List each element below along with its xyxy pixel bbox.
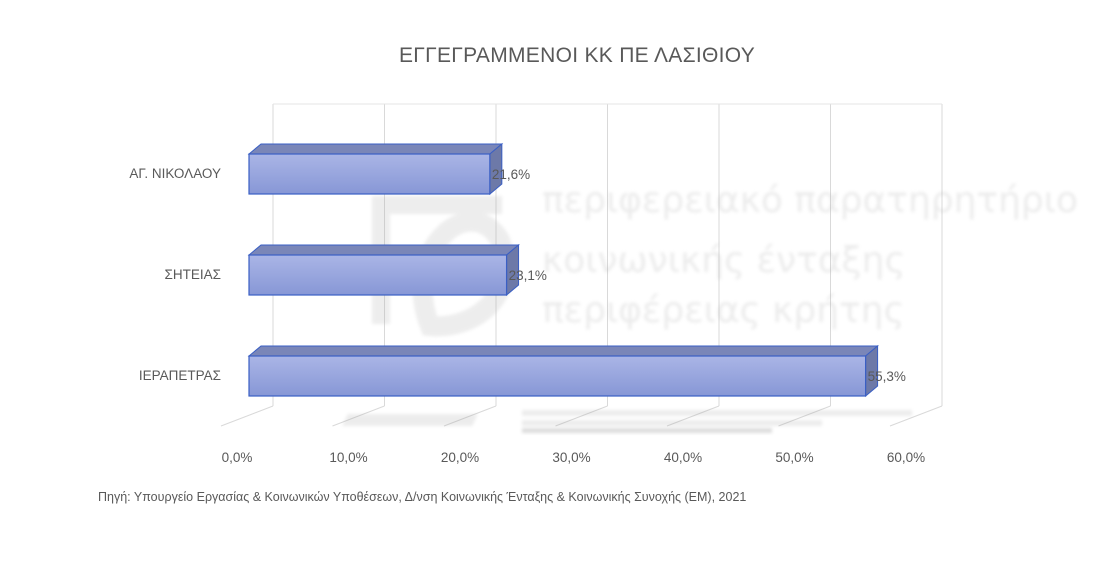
floor-gridline: [220, 405, 274, 427]
chart-title: ΕΓΓΕΓΡΑΜΜΕΝΟΙ ΚΚ ΠΕ ΛΑΣΙΘΙΟΥ: [398, 44, 756, 67]
bar-front-face: [248, 254, 508, 296]
bars: [247, 142, 879, 398]
floor-gridline: [889, 405, 943, 427]
floor-reflection-logo: [342, 410, 912, 433]
bar-top-face: [247, 345, 879, 357]
x-tick-label: 60,0%: [887, 450, 925, 465]
y-axis-categories: ΑΓ. ΝΙΚΟΛΑΟΥ ΣΗΤΕΙΑΣ ΙΕΡΑΠΕΤΡΑΣ: [129, 166, 221, 383]
x-tick-label: 0,0%: [222, 450, 253, 465]
category-label: ΙΕΡΑΠΕΤΡΑΣ: [139, 368, 221, 383]
x-tick-label: 30,0%: [552, 450, 590, 465]
x-tick-label: 50,0%: [775, 450, 813, 465]
bar-top-face: [247, 244, 520, 256]
source-note: Πηγή: Υπουργείο Εργασίας & Κοινωνικών Υπ…: [98, 490, 747, 504]
watermark-line-1: περιφερειακό παρατηρητήριο: [542, 180, 1078, 221]
bar-front-face: [248, 153, 491, 195]
x-tick-label: 40,0%: [664, 450, 702, 465]
watermark-line-3: περιφέρειας κρήτης: [542, 290, 905, 331]
category-label: ΣΗΤΕΙΑΣ: [165, 267, 221, 282]
bar-front-face: [248, 355, 867, 397]
x-tick-label: 20,0%: [441, 450, 479, 465]
data-labels: 21,6% 23,1% 55,3%: [492, 167, 906, 384]
data-label: 55,3%: [868, 369, 906, 384]
data-label: 23,1%: [509, 268, 547, 283]
x-axis-ticks: 0,0% 10,0% 20,0% 30,0% 40,0% 50,0% 60,0%: [222, 450, 926, 465]
bar-top-face: [247, 143, 504, 155]
data-label: 21,6%: [492, 167, 530, 182]
x-tick-label: 10,0%: [329, 450, 367, 465]
bar: [247, 142, 504, 196]
bar: [247, 344, 879, 398]
bar: [247, 243, 520, 297]
watermark-line-2: κοινωνικής ένταξης: [542, 240, 906, 281]
category-label: ΑΓ. ΝΙΚΟΛΑΟΥ: [129, 166, 221, 181]
